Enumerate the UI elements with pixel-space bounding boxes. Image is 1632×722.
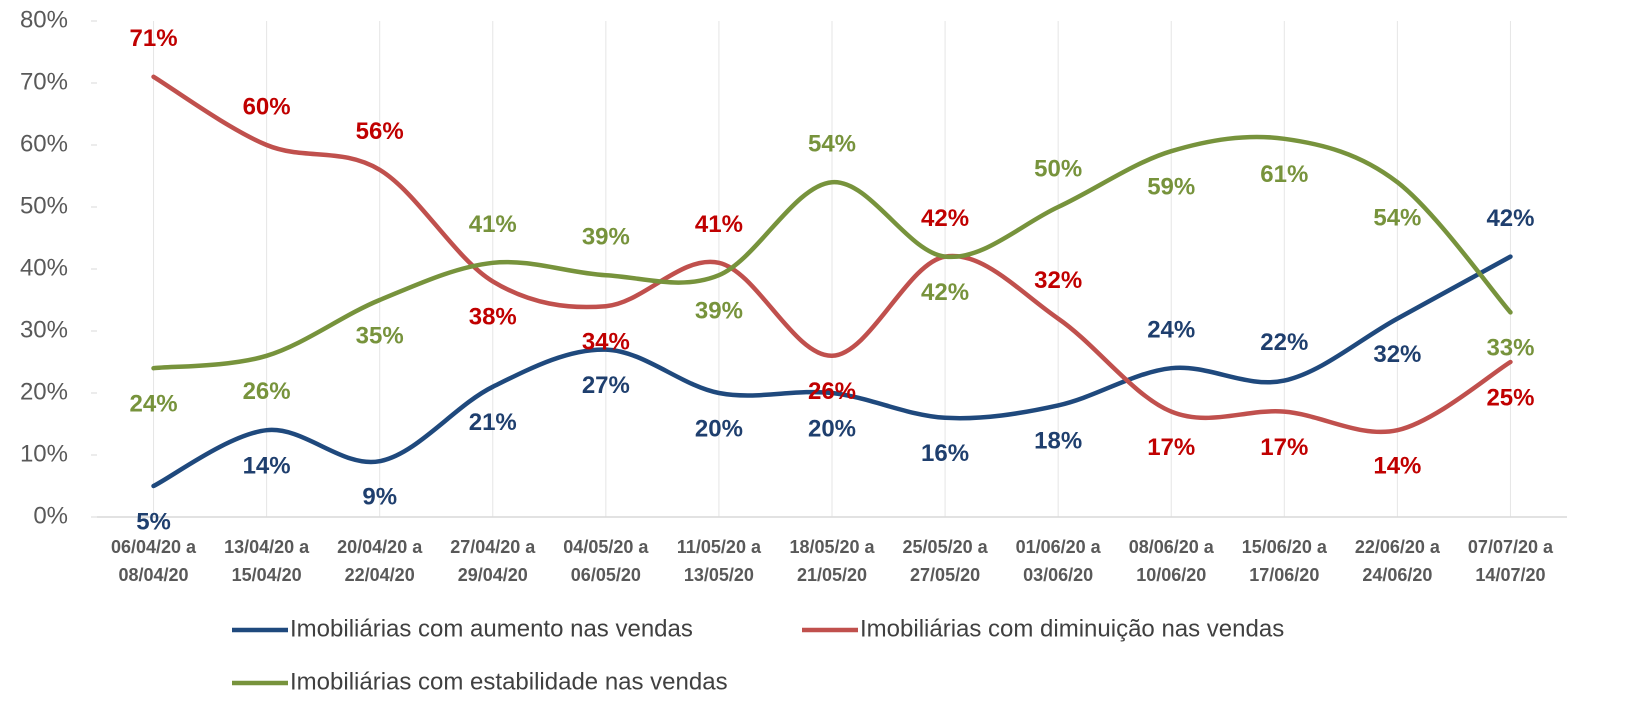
x-tick-label: 27/05/20 bbox=[910, 565, 980, 585]
data-label: 42% bbox=[921, 205, 969, 232]
data-label: 26% bbox=[808, 378, 856, 405]
x-tick-label: 18/05/20 a bbox=[789, 537, 875, 557]
legend-label: Imobiliárias com aumento nas vendas bbox=[290, 615, 693, 642]
legend-label: Imobiliárias com estabilidade nas vendas bbox=[290, 668, 728, 695]
x-tick-label: 08/04/20 bbox=[118, 565, 188, 585]
series-line bbox=[151, 134, 1513, 371]
data-label: 27% bbox=[582, 372, 630, 399]
x-tick-label: 06/04/20 a bbox=[111, 537, 197, 557]
x-tick-label: 06/05/20 bbox=[571, 565, 641, 585]
data-label: 14% bbox=[243, 453, 291, 480]
x-tick-label: 15/04/20 bbox=[232, 565, 302, 585]
x-tick-label: 04/05/20 a bbox=[563, 537, 649, 557]
data-label: 35% bbox=[356, 322, 404, 349]
data-label: 56% bbox=[356, 118, 404, 145]
x-tick-label: 20/04/20 a bbox=[337, 537, 423, 557]
data-label: 22% bbox=[1260, 329, 1308, 356]
data-label: 38% bbox=[469, 304, 517, 331]
data-label: 42% bbox=[921, 279, 969, 306]
data-label: 71% bbox=[130, 25, 178, 52]
series-line bbox=[151, 74, 1513, 435]
data-label: 59% bbox=[1147, 174, 1195, 201]
data-label: 50% bbox=[1034, 155, 1082, 182]
x-tick-label: 13/04/20 a bbox=[224, 537, 310, 557]
data-label: 20% bbox=[695, 415, 743, 442]
x-tick-label: 11/05/20 a bbox=[677, 537, 762, 557]
data-label: 21% bbox=[469, 409, 517, 436]
data-label: 39% bbox=[582, 224, 630, 251]
data-label: 32% bbox=[1373, 341, 1421, 368]
y-tick-label: 10% bbox=[20, 440, 68, 467]
data-label: 18% bbox=[1034, 428, 1082, 455]
data-label: 26% bbox=[243, 378, 291, 405]
data-label: 39% bbox=[695, 298, 743, 325]
data-label: 41% bbox=[695, 211, 743, 238]
y-tick-label: 20% bbox=[20, 378, 68, 405]
y-tick-label: 60% bbox=[20, 130, 68, 157]
data-label: 54% bbox=[808, 131, 856, 158]
data-label: 17% bbox=[1147, 434, 1195, 461]
series-line bbox=[151, 254, 1513, 489]
data-label: 24% bbox=[130, 391, 178, 418]
data-label: 9% bbox=[362, 484, 397, 511]
y-tick-label: 50% bbox=[20, 192, 68, 219]
data-label: 24% bbox=[1147, 317, 1195, 344]
y-tick-label: 0% bbox=[33, 502, 68, 529]
data-label: 42% bbox=[1486, 205, 1534, 232]
data-label: 54% bbox=[1373, 205, 1421, 232]
legend-label: Imobiliárias com diminuição nas vendas bbox=[860, 615, 1284, 642]
x-tick-label: 14/07/20 bbox=[1475, 565, 1545, 585]
x-tick-label: 10/06/20 bbox=[1136, 565, 1206, 585]
data-label: 14% bbox=[1373, 453, 1421, 480]
y-tick-label: 40% bbox=[20, 254, 68, 281]
data-label: 25% bbox=[1486, 384, 1534, 411]
data-label: 16% bbox=[921, 440, 969, 467]
x-tick-label: 08/06/20 a bbox=[1129, 537, 1215, 557]
y-tick-label: 70% bbox=[20, 68, 68, 95]
data-label: 5% bbox=[136, 508, 171, 535]
data-label: 33% bbox=[1486, 335, 1534, 362]
x-tick-label: 15/06/20 a bbox=[1242, 537, 1328, 557]
data-label: 34% bbox=[582, 329, 630, 356]
data-label: 61% bbox=[1260, 161, 1308, 188]
x-tick-label: 03/06/20 bbox=[1023, 565, 1093, 585]
x-tick-label: 21/05/20 bbox=[797, 565, 867, 585]
x-tick-label: 17/06/20 bbox=[1249, 565, 1319, 585]
y-tick-label: 30% bbox=[20, 316, 68, 343]
x-tick-label: 13/05/20 bbox=[684, 565, 754, 585]
x-tick-label: 25/05/20 a bbox=[903, 537, 989, 557]
x-tick-label: 07/07/20 a bbox=[1468, 537, 1554, 557]
data-label: 32% bbox=[1034, 267, 1082, 294]
data-label: 20% bbox=[808, 415, 856, 442]
x-tick-label: 22/06/20 a bbox=[1355, 537, 1441, 557]
y-tick-label: 80% bbox=[20, 6, 68, 33]
data-label: 41% bbox=[469, 211, 517, 238]
data-label: 17% bbox=[1260, 434, 1308, 461]
data-label: 60% bbox=[243, 93, 291, 120]
x-tick-label: 22/04/20 bbox=[345, 565, 415, 585]
x-tick-label: 29/04/20 bbox=[458, 565, 528, 585]
x-tick-label: 27/04/20 a bbox=[450, 537, 536, 557]
x-tick-label: 24/06/20 bbox=[1362, 565, 1432, 585]
x-tick-label: 01/06/20 a bbox=[1016, 537, 1102, 557]
